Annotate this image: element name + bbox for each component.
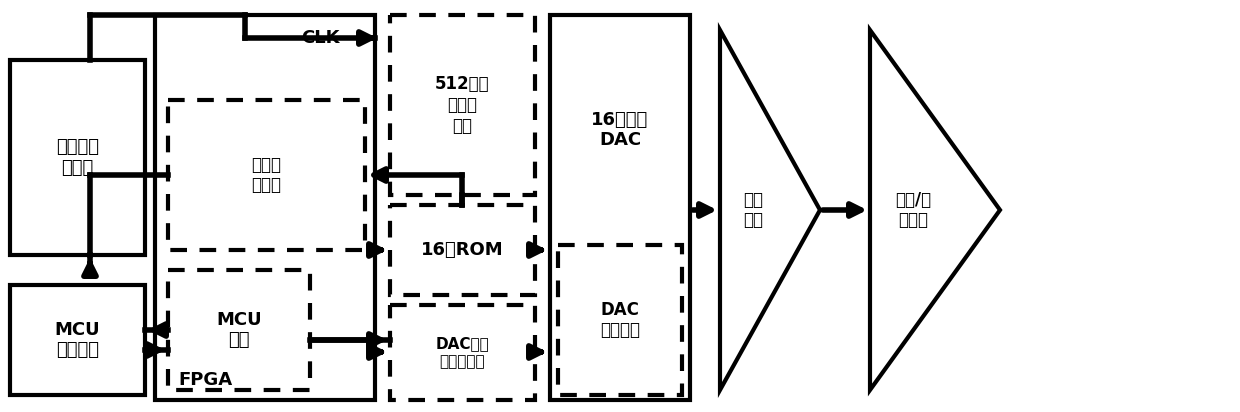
Bar — [551, 15, 689, 400]
Bar — [155, 15, 374, 400]
Text: DAC
控制接口: DAC 控制接口 — [600, 301, 640, 339]
Text: DAC幅度
及漂移控制: DAC幅度 及漂移控制 — [435, 336, 490, 369]
Bar — [391, 205, 534, 295]
Text: 512进制
计数器
地址: 512进制 计数器 地址 — [435, 75, 490, 135]
Polygon shape — [720, 30, 820, 390]
Text: 16位ROM: 16位ROM — [422, 241, 503, 259]
Polygon shape — [870, 30, 999, 390]
Bar — [391, 305, 534, 400]
Text: 电压/电
流转换: 电压/电 流转换 — [895, 191, 931, 229]
Bar — [167, 100, 365, 250]
Bar — [167, 270, 310, 390]
Text: FPGA: FPGA — [177, 371, 232, 389]
Bar — [10, 285, 145, 395]
Bar — [391, 15, 534, 195]
Bar — [558, 245, 682, 395]
Text: 16位高速
DAC: 16位高速 DAC — [591, 110, 649, 150]
Text: MCU
接口: MCU 接口 — [216, 311, 262, 349]
Bar — [10, 60, 145, 255]
Text: 时钟控
制接口: 时钟控 制接口 — [252, 156, 281, 194]
Text: 平滑
滤波: 平滑 滤波 — [743, 191, 764, 229]
Text: CLK: CLK — [301, 29, 340, 47]
Text: MCU
主控接口: MCU 主控接口 — [55, 321, 100, 359]
Text: 程控时钟
发生器: 程控时钟 发生器 — [56, 138, 99, 177]
